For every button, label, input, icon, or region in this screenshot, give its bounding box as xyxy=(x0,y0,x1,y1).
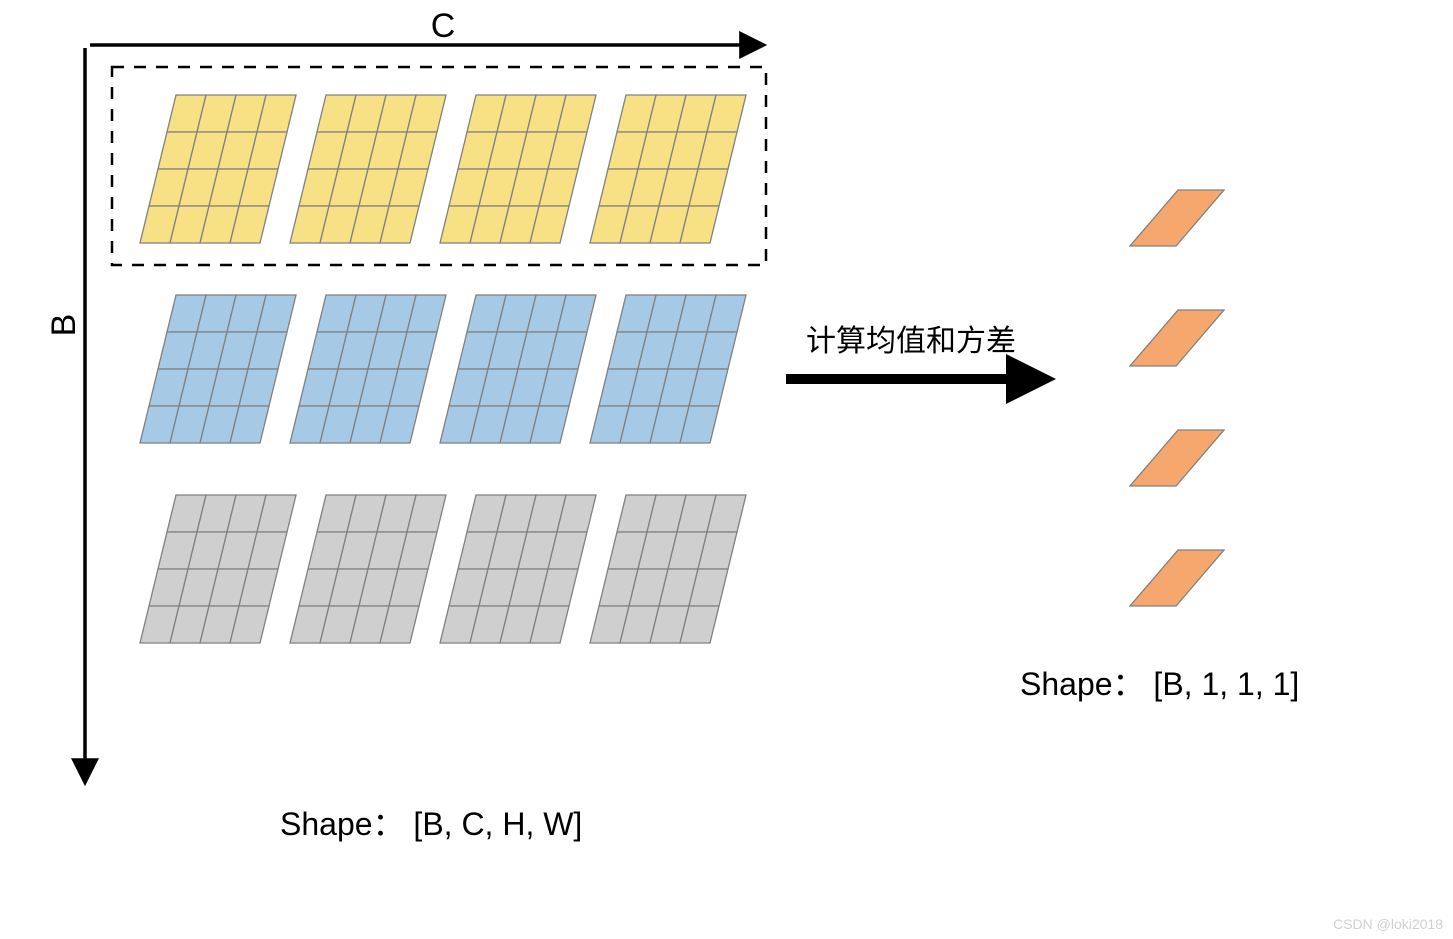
operation-label: 计算均值和方差 xyxy=(806,325,1016,358)
c-axis-label: C xyxy=(431,7,456,45)
b-axis-label: B xyxy=(45,314,83,337)
right-shape-label: Shape： [B, 1, 1, 1] xyxy=(1020,666,1299,702)
left-shape-label: Shape： [B, C, H, W] xyxy=(280,806,582,842)
watermark: CSDN @loki2018 xyxy=(1333,916,1443,932)
